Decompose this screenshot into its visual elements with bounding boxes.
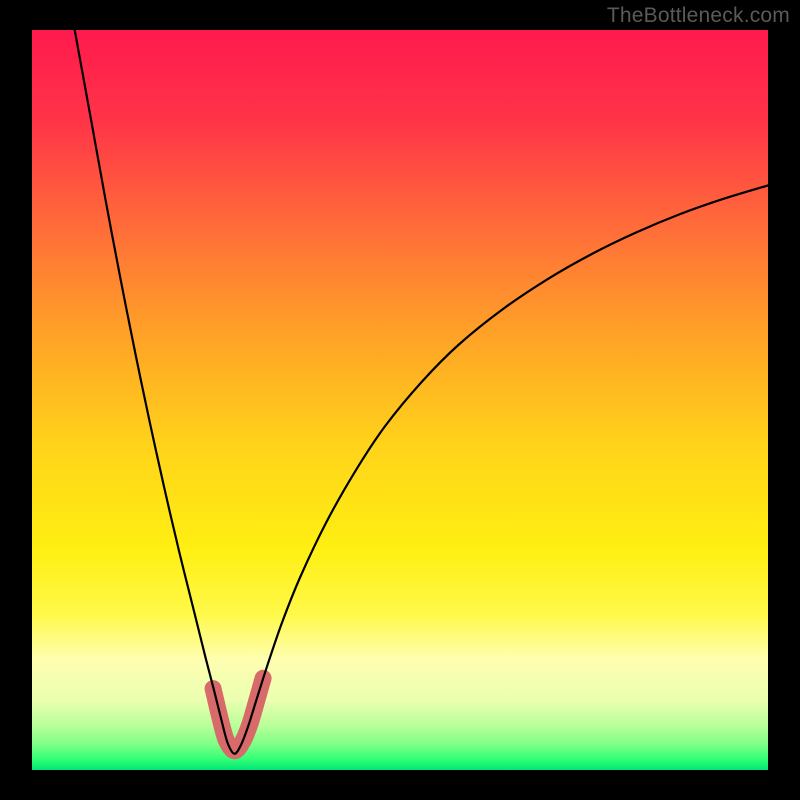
plot-background: [32, 30, 768, 770]
chart-frame: TheBottleneck.com: [0, 0, 800, 800]
watermark-text: TheBottleneck.com: [607, 4, 790, 28]
bottleneck-curve-chart: [0, 0, 800, 800]
